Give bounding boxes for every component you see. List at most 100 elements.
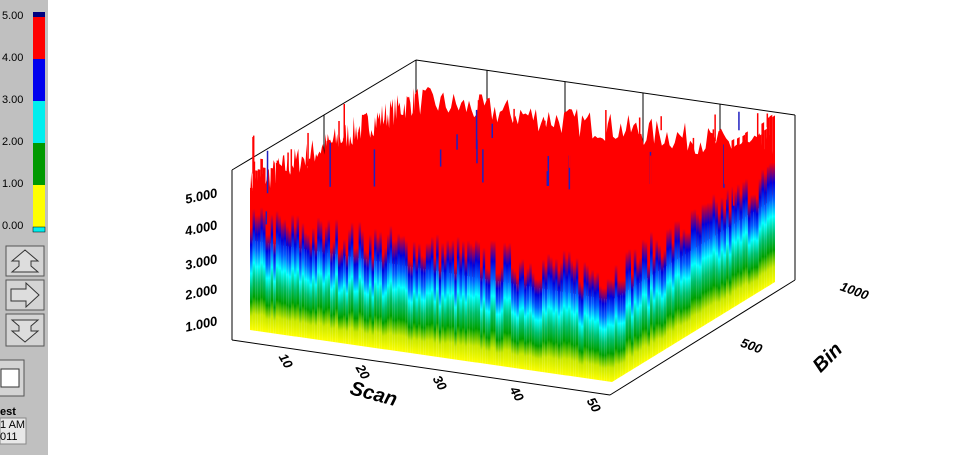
surface-side <box>617 241 621 379</box>
surface-side <box>625 204 629 374</box>
surface-side <box>669 181 672 347</box>
surface-front <box>255 170 258 332</box>
surface-front <box>503 194 506 367</box>
surface-front <box>557 229 561 375</box>
surface-front <box>472 200 475 363</box>
surface-front <box>433 219 437 357</box>
surface-side <box>747 165 751 299</box>
surface-front <box>454 229 457 360</box>
colorbar-label: 1.00 <box>2 178 23 190</box>
surface-front <box>529 221 532 371</box>
surface-side <box>674 173 678 344</box>
surface-side <box>652 216 656 357</box>
surface-side <box>614 219 618 381</box>
scan-tick-label: 10 <box>276 351 297 372</box>
colorbar-label: 5.00 <box>2 10 23 22</box>
surface-front <box>314 202 318 340</box>
surface-front <box>428 199 431 356</box>
colorbar-label: 4.00 <box>2 52 23 64</box>
surface-side <box>622 243 626 376</box>
surface-front <box>425 199 429 356</box>
surface-front <box>250 187 253 331</box>
surface-front <box>609 239 612 382</box>
surface-front <box>415 217 419 355</box>
colorbar-top <box>33 12 45 17</box>
bin-tick-label: 1000 <box>838 279 871 303</box>
surface-front <box>568 202 571 377</box>
y-axis-label: Bin <box>809 339 847 377</box>
surface-front <box>324 181 328 342</box>
surface-front <box>542 215 545 373</box>
surface-front <box>596 230 600 381</box>
surface-front <box>441 197 444 358</box>
z-tick-label: 2.000 <box>183 281 220 303</box>
surface-front <box>498 236 501 367</box>
surface-front <box>340 211 344 344</box>
surface-side <box>647 228 651 361</box>
surface-front <box>410 225 413 354</box>
surface-front <box>257 169 261 332</box>
surface-side <box>742 134 746 302</box>
surface-side <box>731 138 735 309</box>
surface-front <box>348 184 351 345</box>
surface-front <box>431 190 434 357</box>
surface-front <box>317 169 320 341</box>
colorbar-band <box>33 59 45 101</box>
surface-front <box>552 222 556 374</box>
scan-tick-label: 50 <box>584 395 605 416</box>
surface-side <box>693 161 697 332</box>
bin-tick-label: 500 <box>739 335 765 357</box>
surface-front <box>262 167 266 333</box>
surface-side <box>712 145 716 321</box>
colorbar-band <box>33 17 45 59</box>
surface-front <box>518 220 522 369</box>
up-icon <box>10 249 40 273</box>
surface-front <box>521 216 525 370</box>
colorbar-bottom <box>32 226 46 233</box>
surface-side <box>707 155 710 324</box>
surface-side <box>612 241 615 382</box>
surface-front <box>539 241 543 372</box>
scan-tick-label: 40 <box>506 383 527 405</box>
surface-side <box>734 145 737 307</box>
surface-front <box>374 182 377 349</box>
surface-front <box>423 218 426 356</box>
surface-front <box>394 196 398 352</box>
surface-side <box>682 186 686 339</box>
surface-front <box>392 198 395 351</box>
surface-front <box>268 195 271 333</box>
surface-front <box>462 194 465 361</box>
surface-front <box>555 213 558 375</box>
surface-front <box>278 169 282 335</box>
surface-front <box>560 218 563 375</box>
time-box <box>0 417 27 445</box>
surface-side <box>723 167 727 314</box>
footer-text: 1 AM <box>0 419 25 431</box>
nav-buttons <box>0 245 45 445</box>
surface-side <box>739 150 743 304</box>
surface-side <box>698 174 702 329</box>
surface-front <box>511 228 514 368</box>
surface-front <box>299 198 302 338</box>
surface-side <box>688 192 691 336</box>
surface-side <box>663 210 667 351</box>
surface-front <box>469 197 473 362</box>
surface-front <box>319 173 323 341</box>
surface-front <box>337 217 341 343</box>
surface-side <box>644 194 648 362</box>
surface-front <box>573 221 576 377</box>
surface-front <box>464 214 468 362</box>
surface-front <box>407 222 411 354</box>
x-axis-label: Scan <box>348 377 400 411</box>
surface-front <box>420 216 424 355</box>
surface-side <box>650 182 653 359</box>
colorbar-band <box>33 143 45 185</box>
surface-side <box>772 115 775 284</box>
surface-front <box>586 220 589 379</box>
surface-front <box>379 186 382 349</box>
surface-front <box>283 174 287 336</box>
surface-side <box>704 156 708 326</box>
surface-front <box>296 168 300 338</box>
surface-front <box>332 201 336 343</box>
surface-front <box>265 196 269 333</box>
